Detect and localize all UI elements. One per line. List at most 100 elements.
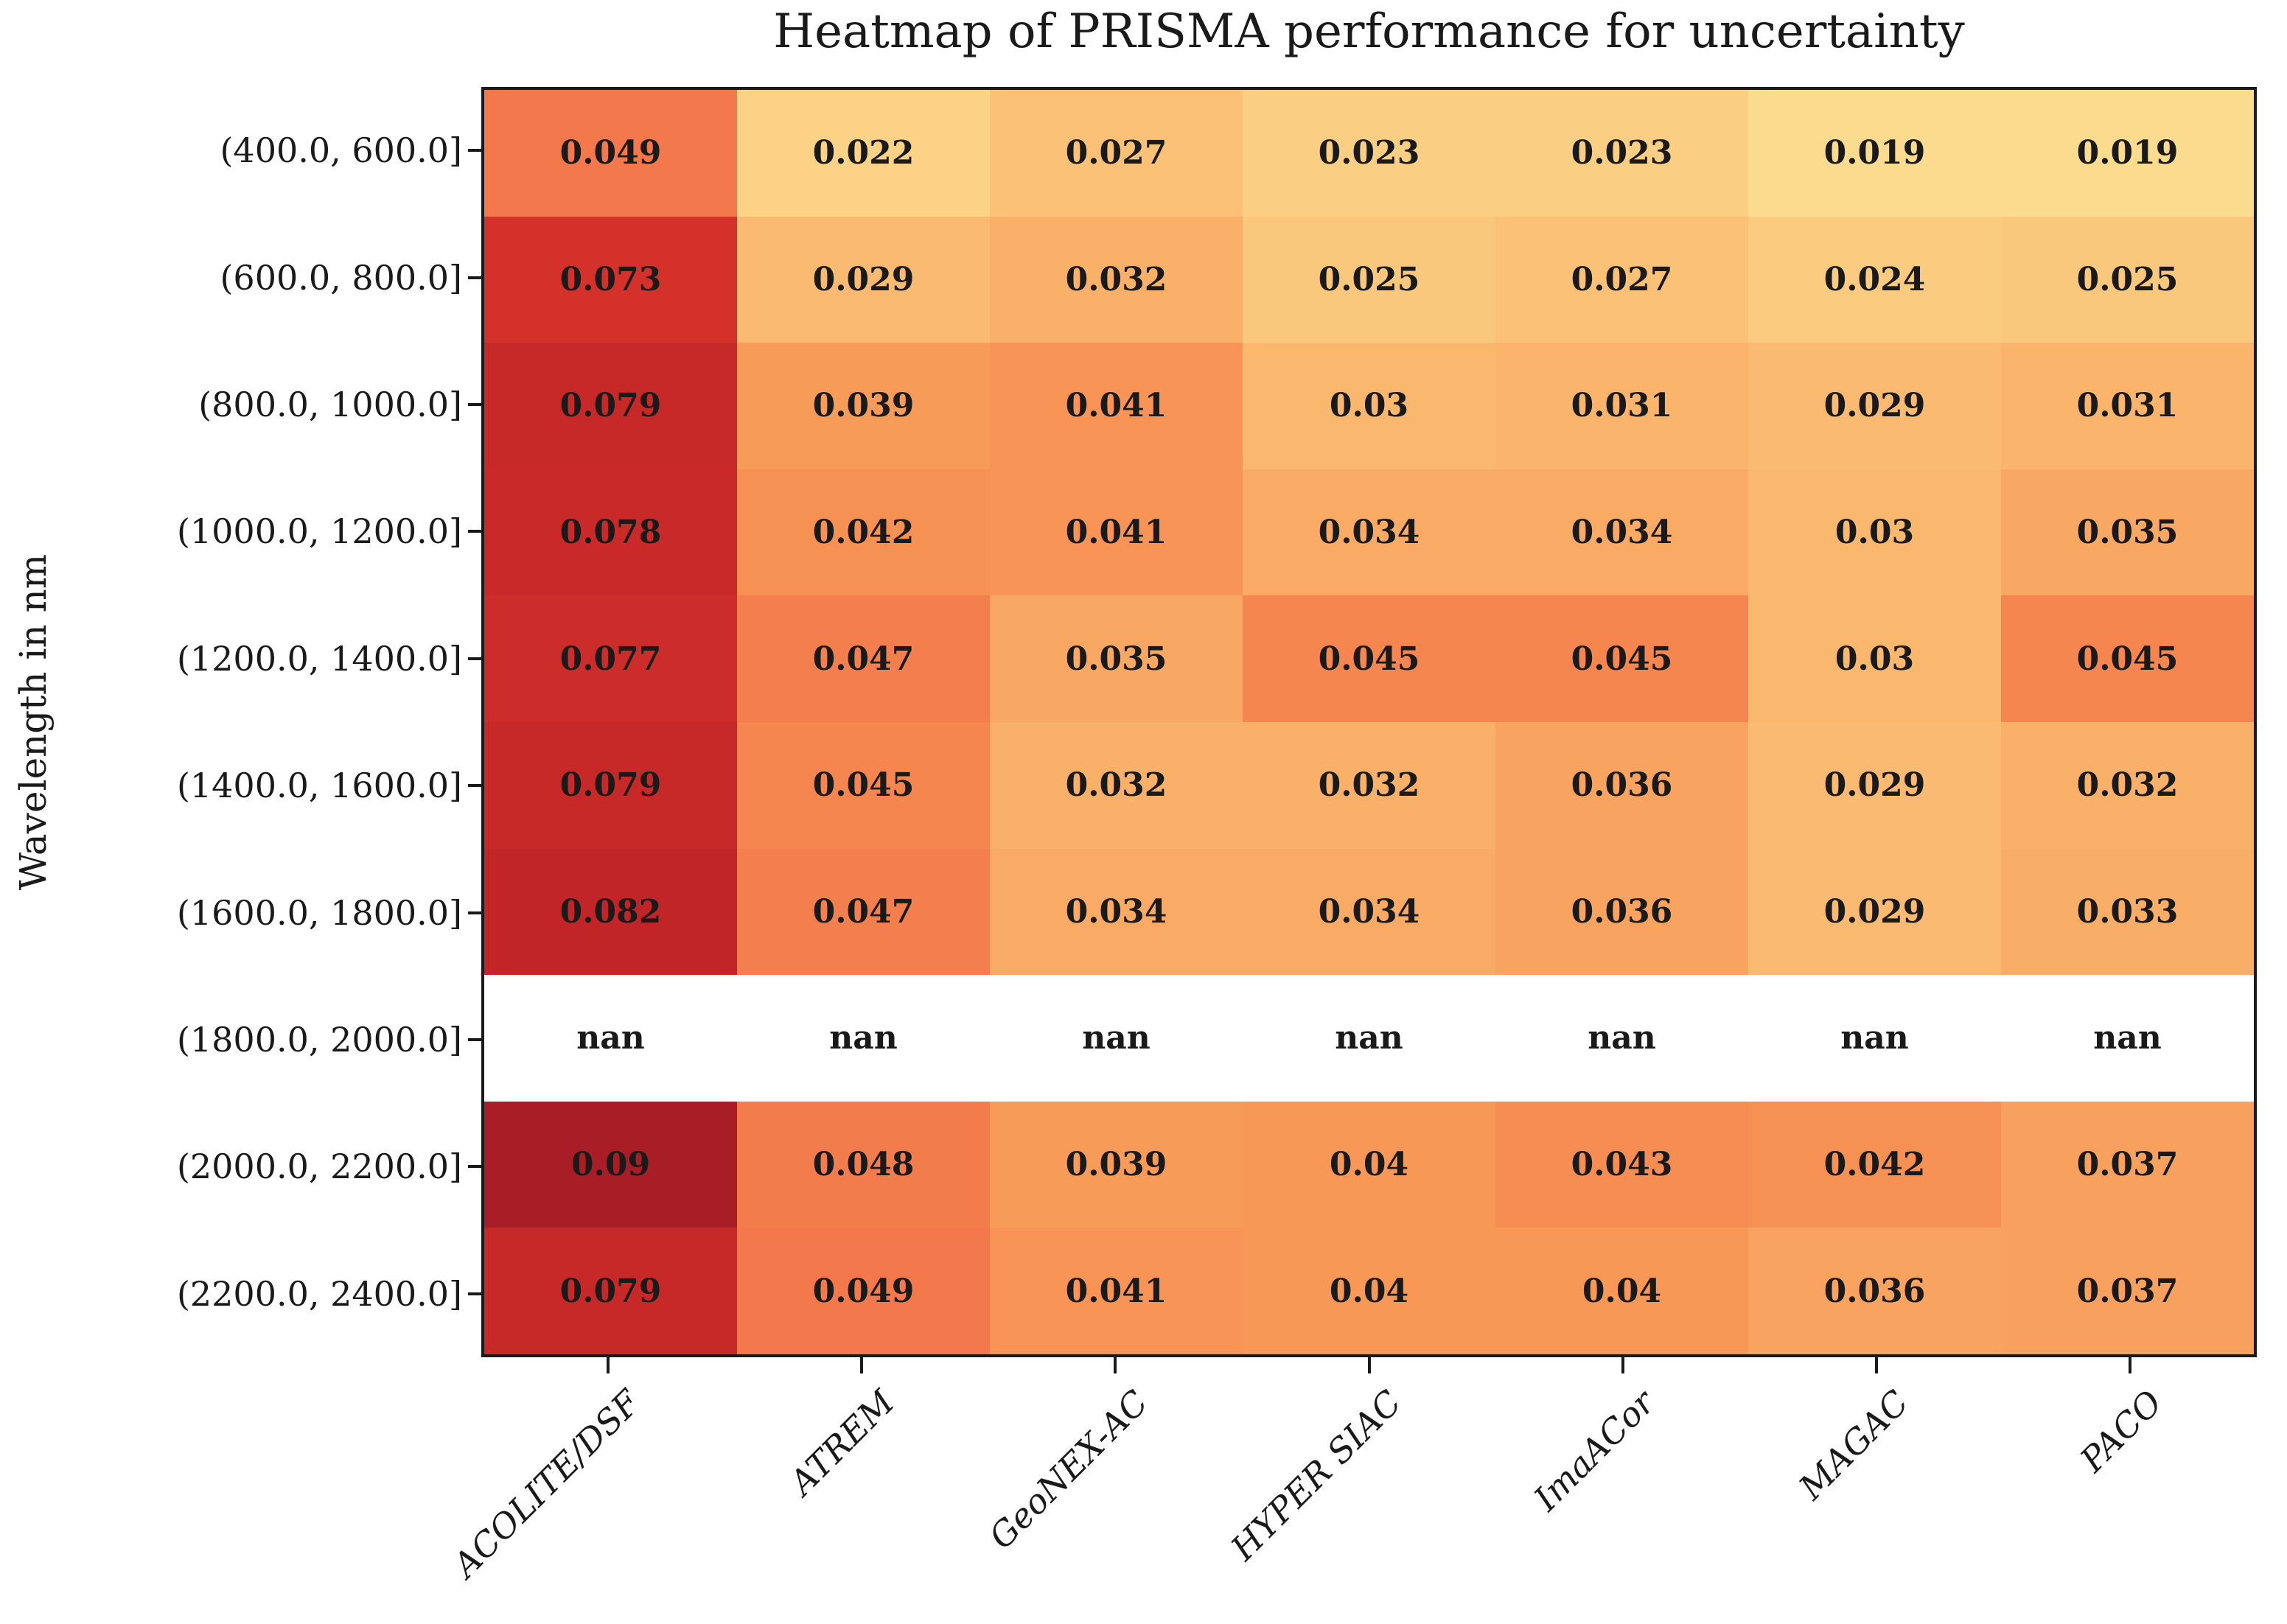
- y-tick-label: (400.0, 600.0]: [220, 130, 462, 171]
- heatmap-cell: 0.045: [2001, 595, 2254, 722]
- cell-value: 0.073: [559, 260, 662, 298]
- heatmap-cell: 0.036: [1495, 848, 1748, 976]
- x-tick-label: PACO: [2072, 1382, 2171, 1480]
- heatmap-cell: 0.024: [1748, 216, 2001, 343]
- cell-value: 0.032: [1318, 766, 1420, 805]
- cell-value: 0.039: [812, 387, 915, 425]
- cell-value: 0.027: [1571, 260, 1673, 298]
- y-tick-mark: [468, 911, 481, 914]
- cell-value: nan: [576, 1019, 645, 1057]
- cell-value: 0.079: [559, 766, 662, 805]
- y-tick-label: (1400.0, 1600.0]: [176, 766, 462, 806]
- cell-value: 0.042: [1823, 1146, 1926, 1184]
- heatmap-cell: 0.032: [2001, 722, 2254, 849]
- heatmap-cell: 0.042: [737, 469, 990, 596]
- y-tick-mark: [468, 403, 481, 406]
- heatmap-cell: 0.023: [1495, 90, 1748, 217]
- cell-value: 0.03: [1834, 514, 1915, 552]
- heatmap-cell: 0.029: [737, 216, 990, 343]
- heatmap-cell: 0.079: [484, 722, 737, 849]
- y-tick-label: (600.0, 800.0]: [220, 257, 462, 298]
- heatmap-cell: 0.032: [990, 722, 1243, 849]
- cell-value: 0.047: [812, 892, 915, 931]
- heatmap-cell: 0.019: [1748, 90, 2001, 217]
- cell-value: 0.036: [1571, 892, 1673, 931]
- y-tick-label: (1000.0, 1200.0]: [176, 511, 462, 552]
- y-tick-mark: [468, 1038, 481, 1041]
- heatmap-cell: nan: [990, 975, 1243, 1102]
- cell-value: 0.034: [1318, 892, 1420, 931]
- heatmap-cell: 0.032: [990, 216, 1243, 343]
- cell-value: nan: [829, 1019, 898, 1057]
- cell-value: nan: [1588, 1019, 1656, 1057]
- heatmap-cell: 0.037: [2001, 1228, 2254, 1354]
- cell-value: nan: [1082, 1019, 1151, 1057]
- y-tick-mark: [468, 530, 481, 533]
- cell-value: 0.04: [1582, 1272, 1662, 1310]
- cell-value: 0.034: [1065, 892, 1167, 931]
- heatmap-cell: 0.079: [484, 343, 737, 469]
- cell-value: 0.036: [1571, 766, 1673, 805]
- y-tick-label: (1600.0, 1800.0]: [176, 892, 462, 933]
- y-tick-label: (1200.0, 1400.0]: [176, 638, 462, 679]
- x-tick-mark: [607, 1357, 610, 1373]
- cell-value: 0.049: [559, 134, 662, 172]
- heatmap-cell: 0.043: [1495, 1101, 1748, 1228]
- cell-value: 0.045: [812, 766, 915, 805]
- cell-value: 0.035: [2076, 514, 2179, 552]
- heatmap-cell: 0.029: [1748, 722, 2001, 849]
- x-tick-label: MAGAC: [1791, 1382, 1916, 1508]
- heatmap-cell: nan: [2001, 975, 2254, 1102]
- cell-value: 0.041: [1065, 1272, 1167, 1310]
- x-tick-label: ACOLITE/DSF: [445, 1382, 649, 1586]
- cell-value: 0.031: [1571, 387, 1673, 425]
- heatmap-cell: 0.036: [1748, 1228, 2001, 1354]
- heatmap-cell: 0.029: [1748, 848, 2001, 976]
- heatmap-cell: 0.045: [1495, 595, 1748, 722]
- cell-value: 0.045: [2076, 640, 2179, 678]
- heatmap-cell: 0.039: [990, 1101, 1243, 1228]
- x-tick-mark: [1874, 1357, 1878, 1373]
- cell-value: 0.023: [1571, 134, 1673, 172]
- heatmap-cell: 0.03: [1748, 469, 2001, 596]
- heatmap-cell: 0.047: [737, 848, 990, 976]
- cell-value: 0.037: [2076, 1272, 2179, 1310]
- heatmap-cell: 0.025: [2001, 216, 2254, 343]
- heatmap-cell: 0.04: [1495, 1228, 1748, 1354]
- y-tick-label: (1800.0, 2000.0]: [176, 1020, 462, 1060]
- heatmap-cell: nan: [484, 975, 737, 1102]
- heatmap-cell: 0.039: [737, 343, 990, 469]
- heatmap-cell: 0.037: [2001, 1101, 2254, 1228]
- heatmap-cell: 0.048: [737, 1101, 990, 1228]
- cell-value: 0.036: [1823, 1272, 1926, 1310]
- heatmap-cell: 0.035: [2001, 469, 2254, 596]
- cell-value: 0.033: [2076, 892, 2179, 931]
- cell-value: 0.079: [559, 1272, 662, 1310]
- cell-value: 0.078: [559, 514, 662, 552]
- heatmap-cell: 0.041: [990, 1228, 1243, 1354]
- heatmap-cell: 0.049: [484, 90, 737, 217]
- heatmap-cell: 0.041: [990, 343, 1243, 469]
- heatmap-cell: 0.031: [2001, 343, 2254, 469]
- x-tick-mark: [2128, 1357, 2131, 1373]
- cell-value: 0.045: [1571, 640, 1673, 678]
- cell-value: 0.049: [812, 1272, 915, 1310]
- cell-value: 0.039: [1065, 1146, 1167, 1184]
- cell-value: 0.047: [812, 640, 915, 678]
- heatmap-cell: 0.023: [1243, 90, 1495, 217]
- x-tick-mark: [1114, 1357, 1117, 1373]
- cell-value: 0.04: [1329, 1146, 1409, 1184]
- heatmap-cell: 0.04: [1243, 1228, 1495, 1354]
- heatmap-cell: 0.035: [990, 595, 1243, 722]
- heatmap-cell: 0.03: [1748, 595, 2001, 722]
- cell-value: nan: [1335, 1019, 1403, 1057]
- heatmap-cell: 0.034: [1243, 469, 1495, 596]
- cell-value: 0.034: [1571, 514, 1673, 552]
- cell-value: 0.041: [1065, 387, 1167, 425]
- heatmap-cell: 0.078: [484, 469, 737, 596]
- heatmap-cell: 0.045: [1243, 595, 1495, 722]
- cell-value: 0.082: [559, 892, 662, 931]
- cell-value: 0.027: [1065, 134, 1167, 172]
- cell-value: 0.029: [1823, 387, 1926, 425]
